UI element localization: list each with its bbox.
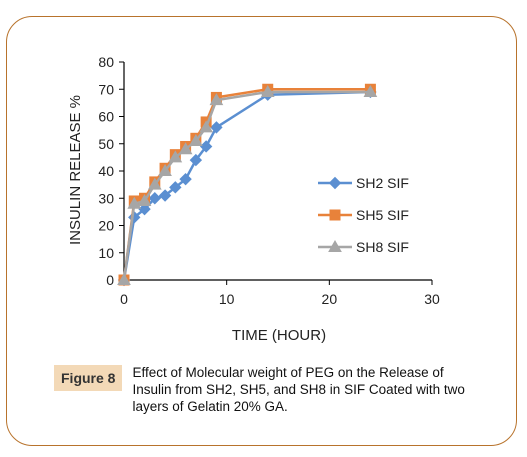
y-tick-label: 60 bbox=[98, 109, 114, 125]
data-point bbox=[138, 202, 151, 216]
data-point bbox=[260, 84, 275, 97]
chart-axes: 0 10 20 30 40 50 60 70 80 0 10 20 30 bbox=[98, 54, 440, 307]
data-point bbox=[210, 121, 223, 134]
data-point bbox=[199, 140, 213, 153]
x-tick-label: 20 bbox=[322, 291, 338, 307]
data-point bbox=[158, 163, 172, 176]
legend-item: SH5 SIF bbox=[318, 207, 409, 223]
series-2 bbox=[117, 84, 378, 285]
data-point bbox=[179, 172, 192, 186]
data-point bbox=[148, 192, 162, 205]
legend-label: SH8 SIF bbox=[356, 239, 409, 255]
y-tick-label: 40 bbox=[98, 163, 114, 179]
y-axis-label: INSULIN RELEASE % bbox=[67, 95, 84, 245]
y-tick-label: 20 bbox=[98, 218, 114, 234]
caption-text: Effect of Molecular weight of PEG on the… bbox=[132, 365, 465, 414]
data-point bbox=[117, 272, 131, 285]
x-axis-label: TIME (HOUR) bbox=[232, 327, 326, 344]
chart-series bbox=[117, 83, 378, 287]
legend-item: SH8 SIF bbox=[318, 239, 409, 255]
data-point bbox=[137, 193, 152, 206]
data-point bbox=[147, 177, 162, 190]
data-point bbox=[209, 93, 224, 106]
legend-marker bbox=[329, 209, 341, 221]
y-tick-label: 70 bbox=[98, 81, 114, 97]
x-tick-label: 0 bbox=[120, 291, 128, 307]
data-point bbox=[127, 196, 142, 209]
y-tick-label: 50 bbox=[98, 136, 114, 152]
legend-item: SH2 SIF bbox=[318, 175, 409, 191]
data-point bbox=[158, 189, 172, 202]
data-point bbox=[178, 142, 193, 155]
data-point bbox=[189, 134, 203, 147]
data-point bbox=[168, 150, 183, 163]
legend-marker bbox=[328, 176, 342, 190]
figure-caption: Figure 8 Effect of Molecular weight of P… bbox=[54, 364, 494, 415]
figure-label: Figure 8 bbox=[54, 365, 123, 391]
x-tick-label: 30 bbox=[424, 291, 440, 307]
chart-legend: SH2 SIF SH5 SIF SH8 SIF bbox=[318, 175, 409, 255]
legend-marker bbox=[328, 239, 342, 252]
y-tick-label: 30 bbox=[98, 190, 114, 206]
data-point bbox=[199, 120, 213, 133]
y-tick-label: 10 bbox=[98, 245, 114, 261]
data-point bbox=[363, 84, 378, 97]
data-point bbox=[189, 153, 203, 167]
x-tick-label: 10 bbox=[219, 291, 235, 307]
legend-label: SH2 SIF bbox=[356, 175, 409, 191]
y-tick-label: 80 bbox=[98, 54, 114, 70]
legend-label: SH5 SIF bbox=[356, 207, 409, 223]
data-point bbox=[169, 181, 182, 194]
y-tick-label: 0 bbox=[106, 272, 114, 288]
